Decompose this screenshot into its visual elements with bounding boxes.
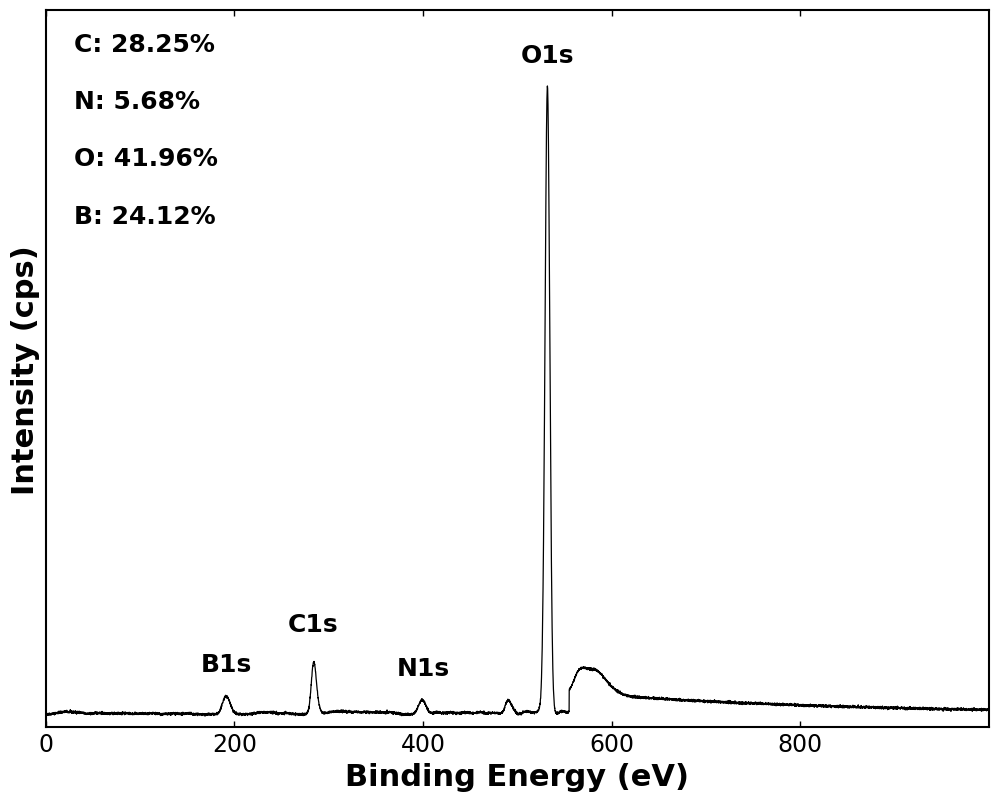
- Text: N: 5.68%: N: 5.68%: [74, 90, 200, 114]
- Text: B1s: B1s: [201, 653, 252, 676]
- Text: N1s: N1s: [396, 656, 450, 680]
- Text: C1s: C1s: [288, 613, 339, 636]
- Text: B: 24.12%: B: 24.12%: [74, 205, 216, 229]
- Text: O: 41.96%: O: 41.96%: [74, 148, 218, 171]
- X-axis label: Binding Energy (eV): Binding Energy (eV): [345, 762, 689, 791]
- Text: O1s: O1s: [521, 44, 574, 68]
- Text: C: 28.25%: C: 28.25%: [74, 33, 215, 57]
- Y-axis label: Intensity (cps): Intensity (cps): [11, 245, 40, 494]
